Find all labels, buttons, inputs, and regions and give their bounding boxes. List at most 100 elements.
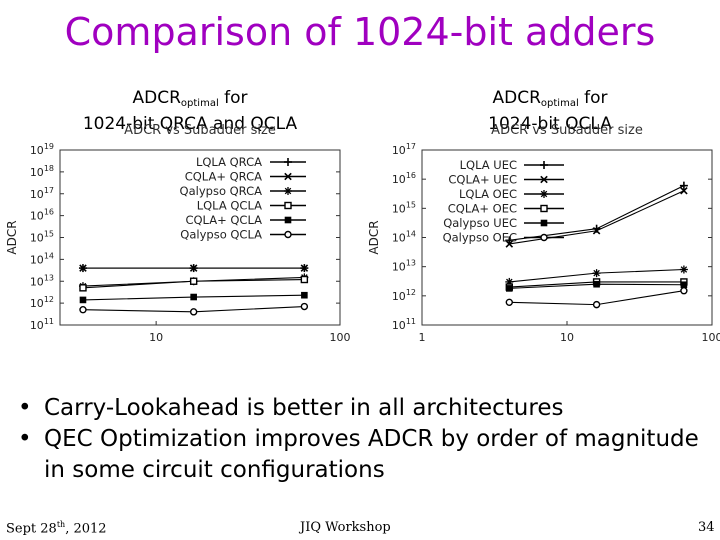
marker-square xyxy=(284,201,292,210)
caption-right-subscript: optimal xyxy=(540,98,579,109)
data-point xyxy=(680,187,688,195)
bullet-dot-icon: • xyxy=(18,426,32,452)
marker-circle xyxy=(79,306,87,314)
legend-marker xyxy=(540,175,548,184)
footer-date-suffix: , 2012 xyxy=(65,521,107,537)
marker-filled-square xyxy=(284,216,292,224)
marker-square xyxy=(189,277,198,285)
marker-star xyxy=(680,266,688,273)
data-point xyxy=(189,277,198,285)
marker-filled-square xyxy=(79,296,87,304)
legend-marker xyxy=(540,190,548,198)
bullet-text: Carry-Lookahead is better in all archite… xyxy=(44,395,564,421)
legend-label: CQLA+ QRCA xyxy=(185,170,262,184)
legend-label: CQLA+ UEC xyxy=(448,173,517,187)
data-point xyxy=(680,286,688,295)
data-point xyxy=(505,298,513,307)
y-tick-label: 1018 xyxy=(30,164,54,179)
legend-marker xyxy=(284,172,292,181)
legend-marker xyxy=(540,233,548,242)
marker-circle xyxy=(540,233,548,242)
legend-label: Qalypso OEC xyxy=(443,231,517,245)
marker-filled-square xyxy=(540,219,548,227)
y-tick-label: 1012 xyxy=(392,288,416,303)
legend-label: LQLA OEC xyxy=(459,187,517,201)
legend-label: Qalypso UEC xyxy=(443,216,517,230)
marker-circle xyxy=(284,230,292,239)
marker-square xyxy=(540,204,548,213)
data-point xyxy=(679,265,688,274)
caption-left-prefix: ADCR xyxy=(132,88,181,108)
y-tick-label: 1013 xyxy=(392,259,416,274)
footer-event: JIQ Workshop xyxy=(300,520,391,535)
marker-x xyxy=(540,175,548,184)
legend-marker xyxy=(284,158,292,166)
data-point xyxy=(79,284,87,292)
y-tick-label: 1014 xyxy=(392,230,416,245)
y-tick-label: 1016 xyxy=(30,208,54,223)
caption-right-suffix: for xyxy=(578,88,608,108)
footer-date-prefix: Sept 28 xyxy=(6,521,57,537)
marker-x xyxy=(284,172,292,181)
chart-title: ADCR vs Subadder size xyxy=(491,123,643,138)
legend-label: LQLA QCLA xyxy=(197,199,262,213)
data-point xyxy=(593,280,600,288)
data-point xyxy=(592,227,601,235)
marker-x xyxy=(680,187,688,195)
data-point xyxy=(301,291,308,299)
marker-circle xyxy=(680,286,688,295)
y-tick-label: 1017 xyxy=(392,142,416,157)
legend-label: Qalypso QRCA xyxy=(180,184,263,198)
data-point xyxy=(679,181,688,190)
y-axis-label: ADCR xyxy=(367,220,381,254)
legend-marker xyxy=(540,204,548,213)
x-tick-label: 10 xyxy=(560,331,574,344)
y-tick-label: 1019 xyxy=(30,142,54,157)
footer-date: Sept 28th, 2012 xyxy=(6,520,107,536)
legend-label: CQLA+ QCLA xyxy=(185,213,262,227)
left-chart: ADCR vs Subadder size 1019 1018 1017 1016 101… xyxy=(5,123,351,344)
data-point xyxy=(79,264,87,272)
marker-x xyxy=(189,264,198,272)
marker-x xyxy=(79,264,87,272)
bullet-item: • QEC Optimization improves ADCR by order… xyxy=(18,424,708,486)
caption-right-prefix: ADCR xyxy=(492,88,541,108)
marker-square xyxy=(79,284,87,292)
caption-left-line2: 1024-bit QRCA and QCLA xyxy=(82,114,298,134)
marker-x xyxy=(505,240,514,248)
marker-square xyxy=(300,275,309,284)
y-tick-label: 1012 xyxy=(30,295,54,310)
data-point xyxy=(79,306,87,314)
data-point xyxy=(680,281,688,289)
x-tick-label: 100 xyxy=(702,331,720,344)
marker-circle xyxy=(189,308,198,316)
legend-marker xyxy=(284,216,292,224)
y-tick-label: 1017 xyxy=(30,186,54,201)
legend-label: LQLA QRCA xyxy=(196,155,262,169)
legend-marker xyxy=(284,230,292,239)
marker-filled-square xyxy=(680,281,688,289)
marker-circle xyxy=(592,300,601,309)
legend-label: Qalypso QCLA xyxy=(180,228,262,242)
marker-x xyxy=(592,227,601,235)
data-point xyxy=(505,285,513,292)
marker-filled-square xyxy=(301,291,308,299)
y-axis-label: ADCR xyxy=(5,220,19,254)
caption-left-subscript: optimal xyxy=(180,98,219,109)
right-chart: ADCR vs Subadder size1017101610151014101… xyxy=(367,123,720,344)
marker-filled-square xyxy=(190,293,197,301)
y-tick-label: 1014 xyxy=(30,251,54,266)
y-tick-label: 1015 xyxy=(30,230,54,245)
y-tick-label: 1011 xyxy=(30,317,54,332)
bullet-item: • Carry-Lookahead is better in all archit… xyxy=(18,393,708,424)
right-chart-caption: ADCRoptimal for 1024-bit QCLA xyxy=(470,88,630,134)
marker-star xyxy=(540,190,548,198)
chart-title: ADCR vs Subadder size xyxy=(124,123,276,138)
bullet-list: • Carry-Lookahead is better in all archit… xyxy=(18,393,708,486)
marker-circle xyxy=(300,302,309,311)
marker-star xyxy=(284,187,292,195)
data-point xyxy=(592,300,601,309)
caption-left-suffix: for xyxy=(218,88,248,108)
data-point xyxy=(592,269,601,278)
data-point xyxy=(79,296,87,304)
